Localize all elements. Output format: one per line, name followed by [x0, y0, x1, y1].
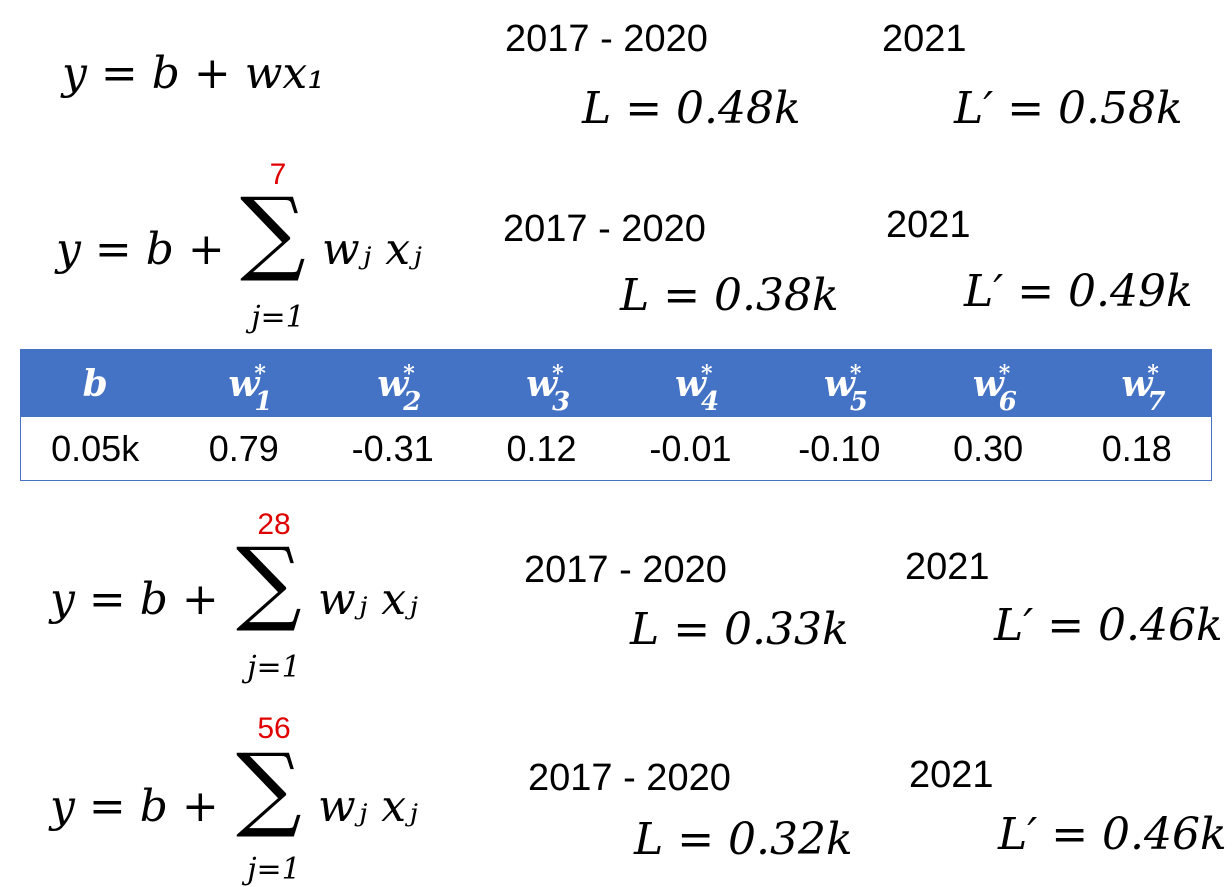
- header-w7: w * 7: [1062, 349, 1212, 417]
- header-w5: w * 5: [764, 349, 914, 417]
- test-loss: L′ = 0.49k: [964, 266, 1193, 317]
- summation-symbol: ∑: [240, 178, 306, 285]
- formula-lhs: y = b +: [56, 224, 225, 275]
- train-loss: L = 0.33k: [630, 604, 849, 655]
- test-year-label: 2021: [909, 754, 994, 796]
- header-w2: w * 2: [318, 349, 468, 417]
- header-w6: w * 6: [913, 349, 1063, 417]
- test-loss: L′ = 0.46k: [998, 809, 1227, 860]
- train-loss: L = 0.32k: [634, 814, 853, 865]
- sum-lower-limit: j=1: [247, 650, 301, 685]
- summation-symbol: ∑: [236, 734, 302, 841]
- train-loss: L = 0.38k: [620, 270, 839, 321]
- table-header-row: b w * 1 w * 2 w * 3 w * 4 w * 5 w * 6 w * 7: [20, 349, 1212, 417]
- train-loss: L = 0.48k: [582, 83, 801, 134]
- header-w3: w * 3: [467, 349, 616, 417]
- summand: wⱼ xⱼ: [322, 224, 422, 275]
- formula-linear: y = b + wx₁: [62, 48, 325, 99]
- value-w6: 0.30: [913, 417, 1063, 481]
- value-w5: -0.10: [764, 417, 914, 481]
- train-range-label: 2017 - 2020: [503, 208, 706, 250]
- test-year-label: 2021: [905, 546, 990, 588]
- sum-upper-limit: 28: [257, 508, 291, 541]
- header-w4: w * 4: [616, 349, 765, 417]
- header-w1: w * 1: [169, 349, 319, 417]
- test-year-label: 2021: [886, 204, 971, 246]
- summand: wⱼ xⱼ: [318, 574, 418, 625]
- sum-lower-limit: j=1: [251, 300, 305, 335]
- value-w1: 0.79: [169, 417, 319, 481]
- train-range-label: 2017 - 2020: [505, 18, 708, 60]
- test-year-label: 2021: [882, 18, 967, 60]
- formula-lhs: y = b +: [50, 781, 219, 832]
- test-loss: L′ = 0.46k: [994, 600, 1223, 651]
- formula-lhs: y = b +: [50, 574, 219, 625]
- value-b: 0.05k: [20, 417, 170, 481]
- test-loss: L′ = 0.58k: [954, 83, 1183, 134]
- train-range-label: 2017 - 2020: [524, 549, 727, 591]
- summation-symbol: ∑: [236, 528, 302, 635]
- sum-upper-limit: 56: [257, 712, 291, 745]
- sum-lower-limit: j=1: [247, 852, 301, 887]
- value-w4: -0.01: [616, 417, 765, 481]
- value-w7: 0.18: [1062, 417, 1212, 481]
- table-row: 0.05k 0.79 -0.31 0.12 -0.01 -0.10 0.30 0…: [20, 417, 1212, 481]
- value-w3: 0.12: [467, 417, 616, 481]
- summand: wⱼ xⱼ: [318, 781, 418, 832]
- value-w2: -0.31: [318, 417, 468, 481]
- train-range-label: 2017 - 2020: [528, 757, 731, 799]
- sum-upper-limit: 7: [269, 158, 287, 191]
- coefficient-table: b w * 1 w * 2 w * 3 w * 4 w * 5 w * 6 w * 7 0.05k 0.79…: [20, 349, 1212, 481]
- header-b: b: [20, 349, 170, 417]
